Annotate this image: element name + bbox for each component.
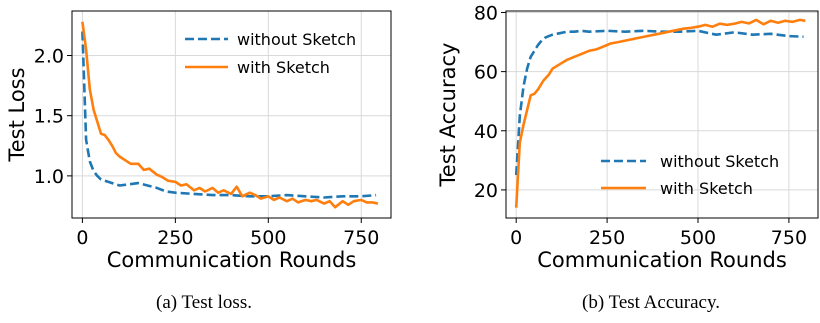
legend-label: without Sketch <box>660 152 779 171</box>
plot-frame <box>505 10 819 219</box>
y-tick-label: 40 <box>474 121 498 143</box>
x-tick-label: 750 <box>771 227 807 249</box>
x-tick-label: 750 <box>343 227 379 249</box>
legend: without Sketch with Sketch <box>185 30 356 77</box>
x-tick-label: 0 <box>76 227 88 249</box>
series-line-with-sketch <box>81 21 379 209</box>
x-axis-label: Communication Rounds <box>537 248 787 272</box>
y-axis-label: Test Loss <box>5 67 29 162</box>
x-tick-label: 250 <box>589 227 625 249</box>
x-tick-label: 500 <box>680 227 716 249</box>
y-tick-label: 80 <box>474 2 498 24</box>
x-tick-label: 500 <box>250 227 286 249</box>
series-line-with-sketch <box>514 18 806 208</box>
legend: without Sketch with Sketch <box>601 152 779 198</box>
legend-label: without Sketch <box>237 30 356 49</box>
series-line-without-sketch <box>514 29 804 176</box>
figure-caption: (a) Test loss. <box>156 292 252 313</box>
y-tick-label: 60 <box>474 62 498 84</box>
x-tick-label: 0 <box>510 227 522 249</box>
series-line-without-sketch <box>81 31 377 199</box>
x-tick-label: 250 <box>157 227 193 249</box>
chart-test-loss: 0 250 500 750 1.0 1.5 2.0 Communication Rounds T… <box>5 10 392 313</box>
y-tick-label: 1.0 <box>34 166 64 188</box>
y-tick-label: 1.5 <box>34 106 64 128</box>
chart-test-accuracy: 0 250 500 750 20 40 60 80 Communication Rounds Te… <box>436 2 819 313</box>
y-axis-label: Test Accuracy <box>436 43 460 188</box>
y-tick-label: 2.0 <box>34 46 64 68</box>
legend-label: with Sketch <box>237 58 330 77</box>
x-axis-label: Communication Rounds <box>107 248 357 272</box>
y-tick-label: 20 <box>474 180 498 202</box>
legend-label: with Sketch <box>660 179 753 198</box>
figure-caption: (b) Test Accuracy. <box>582 292 720 313</box>
plot-frame <box>71 10 392 219</box>
